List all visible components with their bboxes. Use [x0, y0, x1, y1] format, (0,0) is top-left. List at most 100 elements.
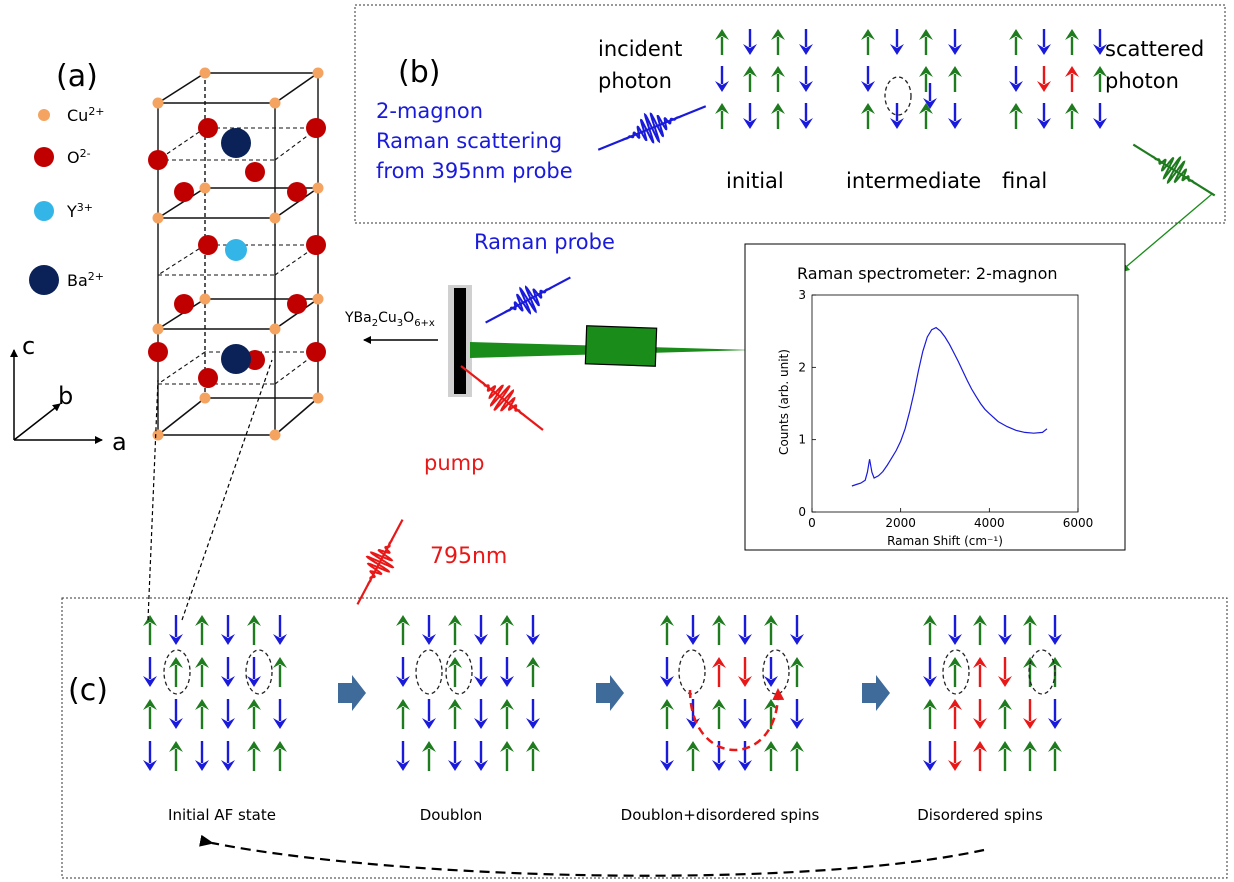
spin-up-arrow	[500, 615, 514, 645]
cu-atom	[199, 182, 211, 194]
spin-down-arrow	[273, 615, 287, 645]
spin-up-arrow	[273, 741, 287, 771]
photon-packets-middle	[356, 276, 571, 605]
to-spectrometer-arrow	[1119, 193, 1213, 273]
o-atom	[198, 368, 218, 388]
spin-down-arrow	[1023, 699, 1037, 729]
spin-up-arrow	[448, 615, 462, 645]
spin-up-arrow	[660, 699, 674, 729]
spin-up-arrow	[712, 657, 726, 687]
o-atom	[174, 182, 194, 202]
spin-down-arrow	[764, 657, 778, 687]
spin-down-arrow	[973, 699, 987, 729]
lens	[584, 325, 658, 367]
spin-down-arrow	[422, 699, 436, 729]
spin-down-arrow	[474, 741, 488, 771]
ion-legend: Cu2+ O2- Y3+ Ba2+	[29, 105, 105, 295]
spin-down-arrow	[1037, 103, 1051, 129]
spin-up-arrow	[1009, 103, 1023, 129]
spin-up-arrow	[764, 741, 778, 771]
spin-up-arrow	[1065, 66, 1079, 92]
cu-atom	[269, 323, 281, 335]
doublon-ellipse	[678, 649, 706, 695]
spin-up-arrow	[771, 29, 785, 55]
spin-up-arrow	[143, 699, 157, 729]
spin-up-arrow	[195, 699, 209, 729]
panel-c-label: (c)	[68, 673, 108, 708]
spin-down-arrow	[526, 615, 540, 645]
spin-up-arrow	[247, 615, 261, 645]
spin-down-arrow	[923, 741, 937, 771]
x-tick-label: 2000	[885, 516, 916, 530]
spin-down-arrow	[660, 657, 674, 687]
stage-intermediate: intermediate	[846, 169, 981, 193]
legend-label: Cu2+	[67, 105, 105, 125]
spin-down-arrow	[686, 699, 700, 729]
cu-atom	[312, 293, 324, 305]
spin-down-arrow	[923, 657, 937, 687]
spin-down-arrow	[143, 657, 157, 687]
spin-down-arrow	[396, 741, 410, 771]
crystal-axes: c b a	[10, 332, 127, 456]
spin-up-arrow	[500, 741, 514, 771]
spin-up-arrow	[790, 657, 804, 687]
doublon-ellipse	[245, 649, 273, 695]
chart-ylabel: Counts (arb. unit)	[777, 349, 791, 455]
y-tick-label: 2	[798, 360, 806, 374]
ba-atom	[221, 128, 251, 158]
spin-up-arrow	[923, 615, 937, 645]
y-atom	[225, 239, 247, 261]
spin-down-arrow	[790, 615, 804, 645]
doublon-ellipse	[1028, 649, 1056, 695]
spin-up-arrow	[448, 657, 462, 687]
spin-down-arrow	[1009, 66, 1023, 92]
spin-up-arrow	[973, 741, 987, 771]
o-atom	[174, 294, 194, 314]
spin-up-arrow	[764, 699, 778, 729]
spin-up-arrow	[712, 615, 726, 645]
spin-up-arrow	[743, 66, 757, 92]
stage-flow-arrow	[596, 675, 624, 711]
spin-up-arrow	[169, 657, 183, 687]
spin-up-arrow	[919, 66, 933, 92]
photon-packets-b	[597, 105, 1216, 197]
x-tick-label: 0	[808, 516, 816, 530]
spin-up-arrow	[1023, 741, 1037, 771]
spin-up-arrow	[998, 741, 1012, 771]
o-atom	[148, 342, 168, 362]
spin-down-arrow	[396, 657, 410, 687]
spin-up-arrow	[771, 66, 785, 92]
incident-photon-packet	[597, 105, 707, 151]
spin-down-arrow	[948, 741, 962, 771]
ba-atom	[221, 344, 251, 374]
scattered-photon-packet	[1132, 143, 1216, 197]
doublon-ellipse	[415, 649, 443, 695]
panel-c-frame	[61, 597, 1228, 879]
spin-down-arrow	[799, 29, 813, 55]
spin-up-arrow	[715, 29, 729, 55]
spin-up-arrow	[1065, 29, 1079, 55]
y-tick-label: 1	[798, 433, 806, 447]
doublon-ellipse	[762, 649, 790, 695]
cu-atom	[269, 97, 281, 109]
spin-down-arrow	[790, 699, 804, 729]
o-atom	[245, 162, 265, 182]
cu-atom	[312, 392, 324, 404]
spin-down-arrow	[948, 103, 962, 129]
pump-795nm-packet	[356, 519, 404, 605]
spin-up-arrow	[1093, 66, 1107, 92]
spin-down-arrow	[474, 615, 488, 645]
spin-up-arrow	[923, 699, 937, 729]
spin-down-arrow	[221, 741, 235, 771]
legend-label: Y3+	[66, 201, 93, 221]
spin-up-arrow	[861, 103, 875, 129]
sample-plate	[454, 288, 466, 394]
chart-xlabel: Raman Shift (cm⁻¹)	[887, 534, 1003, 548]
y-tick-label: 0	[798, 505, 806, 519]
spin-up-arrow	[526, 741, 540, 771]
spin-down-arrow	[1037, 29, 1051, 55]
cu-atom	[152, 97, 164, 109]
spin-down-arrow	[247, 657, 261, 687]
legend-marker	[34, 147, 54, 167]
